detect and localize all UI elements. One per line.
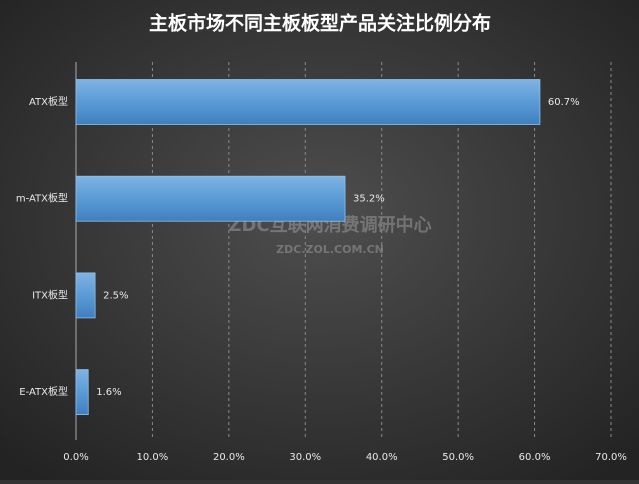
data-label: 1.6% [96, 387, 121, 398]
y-tick-label: m-ATX板型 [16, 192, 68, 205]
x-tick-label: 50.0% [442, 452, 474, 463]
x-tick-label: 10.0% [137, 452, 169, 463]
y-tick-label: E-ATX板型 [19, 385, 68, 398]
y-tick-label: ITX板型 [32, 288, 68, 301]
data-label: 60.7% [548, 97, 580, 108]
bar [75, 369, 89, 416]
x-tick-label: 60.0% [519, 452, 551, 463]
data-label: 2.5% [103, 290, 128, 301]
x-tick-label: 30.0% [289, 452, 321, 463]
y-tick-label: ATX板型 [29, 95, 68, 108]
watermark: ZDC.ZOL.COM.CN [276, 243, 384, 256]
data-label: 35.2% [353, 194, 385, 205]
x-tick-label: 0.0% [63, 452, 88, 463]
chart-title: 主板市场不同主板板型产品关注比例分布 [149, 12, 491, 35]
x-tick-label: 20.0% [213, 452, 245, 463]
bar [75, 272, 96, 319]
bar [75, 175, 346, 222]
bar [75, 79, 541, 125]
x-tick-label: 70.0% [595, 452, 627, 463]
x-tick-label: 40.0% [366, 452, 398, 463]
